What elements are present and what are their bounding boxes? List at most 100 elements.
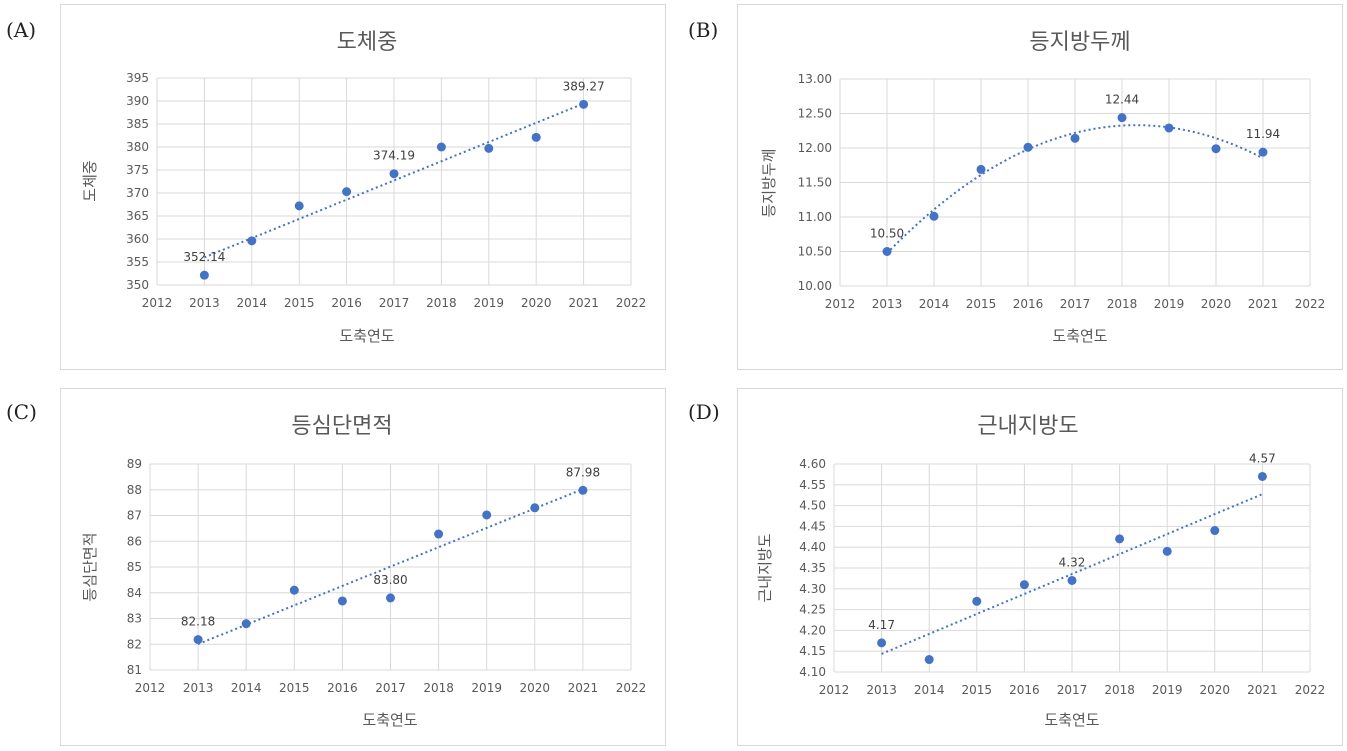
y-tick-label: 365 (126, 209, 149, 223)
x-tick-label: 2022 (1295, 683, 1326, 697)
x-tick-label: 2013 (872, 297, 903, 311)
x-tick-label: 2012 (825, 297, 856, 311)
y-axis-label: 등지방두께 (760, 148, 778, 217)
x-tick-label: 2015 (962, 683, 993, 697)
x-tick-label: 2017 (379, 296, 410, 310)
y-tick-label: 10.00 (798, 279, 832, 293)
y-tick-label: 12.50 (798, 107, 832, 121)
data-label: 82.18 (181, 615, 215, 629)
data-point (342, 187, 352, 197)
x-tick-label: 2014 (231, 681, 262, 695)
chart-a: 350 355 360 365 370 375 380 385 390 395 2012 2013 20… (81, 30, 646, 345)
data-point (1023, 142, 1033, 152)
x-tick-label: 2020 (521, 296, 552, 310)
data-point (389, 169, 399, 179)
chart-panel-b: 10.00 10.50 11.00 11.50 12.00 12.50 13.00 2012 2… (737, 4, 1343, 370)
data-point (531, 132, 541, 142)
x-tick-label: 2016 (327, 681, 358, 695)
x-axis-label: 도축연도 (1044, 711, 1099, 729)
data-point (1070, 133, 1080, 143)
x-tick-label: 2020 (520, 681, 551, 695)
y-tick-label: 395 (126, 71, 149, 85)
y-tick-label: 4.20 (799, 623, 826, 637)
data-point (1257, 471, 1267, 481)
data-point (877, 638, 887, 648)
x-tick-label: 2015 (284, 296, 315, 310)
x-tick-label: 2015 (966, 297, 997, 311)
panel-label-a: (A) (6, 18, 37, 42)
data-point (976, 164, 986, 174)
data-point (247, 236, 257, 246)
x-tick-label: 2018 (1104, 683, 1135, 697)
y-tick-label: 4.50 (799, 499, 826, 513)
data-point (434, 529, 444, 539)
x-tick-label: 2017 (1057, 683, 1088, 697)
x-tick-label: 2019 (471, 681, 502, 695)
y-tick-label: 390 (126, 94, 149, 108)
data-label: 10.50 (870, 227, 904, 241)
data-point (1258, 147, 1268, 157)
y-tick-label: 370 (126, 186, 149, 200)
x-tick-label: 2016 (331, 296, 362, 310)
y-tick-label: 4.45 (799, 519, 826, 533)
x-tick-label: 2018 (426, 296, 457, 310)
x-tick-label: 2017 (375, 681, 406, 695)
data-point (484, 143, 494, 153)
chart-title: 등지방두께 (1029, 30, 1130, 55)
data-point (337, 596, 347, 606)
chart-panel-d: 4.10 4.15 4.20 4.25 4.30 4.35 4.40 4.45 4.50 4.55… (737, 388, 1343, 746)
data-point (1115, 534, 1125, 544)
y-tick-label: 81 (127, 663, 142, 677)
data-point (1067, 575, 1077, 585)
chart-title: 도체중 (337, 30, 398, 55)
x-tick-label: 2019 (1154, 297, 1185, 311)
data-point (1164, 123, 1174, 133)
data-point (436, 142, 446, 152)
x-tick-label: 2018 (423, 681, 454, 695)
data-label: 12.44 (1105, 93, 1139, 107)
y-tick-label: 385 (126, 117, 149, 131)
data-point (199, 270, 209, 280)
y-tick-label: 355 (126, 255, 149, 269)
x-tick-label: 2012 (819, 683, 850, 697)
x-tick-label: 2014 (237, 296, 268, 310)
data-label: 352.14 (183, 250, 225, 264)
chart-d: 4.10 4.15 4.20 4.25 4.30 4.35 4.40 4.45 4.50 4.55… (756, 414, 1326, 729)
chart-panel-a: 350 355 360 365 370 375 380 385 390 395 2012 2013 20… (60, 4, 666, 370)
data-label: 4.17 (868, 618, 895, 632)
trendline (204, 102, 584, 259)
x-tick-label: 2021 (1247, 683, 1278, 697)
data-label: 83.80 (373, 573, 407, 587)
y-tick-label: 380 (126, 140, 149, 154)
x-tick-label: 2021 (568, 296, 599, 310)
x-tick-label: 2018 (1107, 297, 1138, 311)
x-tick-label: 2013 (183, 681, 214, 695)
y-tick-label: 4.35 (799, 561, 826, 575)
x-tick-label: 2019 (1152, 683, 1183, 697)
data-point (530, 503, 540, 513)
data-label: 11.94 (1246, 127, 1280, 141)
y-tick-label: 86 (127, 534, 142, 548)
data-point (579, 99, 589, 109)
y-tick-label: 4.30 (799, 582, 826, 596)
data-label: 4.32 (1059, 555, 1086, 569)
data-label: 4.57 (1249, 451, 1276, 465)
panel-label-d: (D) (688, 400, 720, 424)
panel-label-b: (B) (688, 18, 719, 42)
panel-label-c: (C) (6, 400, 37, 424)
data-point (578, 485, 588, 495)
data-point (882, 247, 892, 256)
data-point (1117, 113, 1127, 123)
trendline (886, 124, 1264, 255)
y-tick-label: 84 (127, 586, 142, 600)
chart-panel-c: 81 82 83 84 85 86 87 88 89 2012 2013 2014 2015 2016 20… (60, 388, 666, 746)
y-tick-label: 88 (127, 483, 142, 497)
data-point (193, 635, 203, 645)
y-tick-label: 375 (126, 163, 149, 177)
x-tick-label: 2019 (474, 296, 505, 310)
chart-title: 등심단면적 (291, 414, 392, 439)
x-tick-label: 2014 (914, 683, 945, 697)
x-axis-label: 도축연도 (339, 327, 394, 345)
x-axis-label: 도축연도 (1052, 327, 1107, 345)
x-tick-label: 2022 (616, 681, 647, 695)
